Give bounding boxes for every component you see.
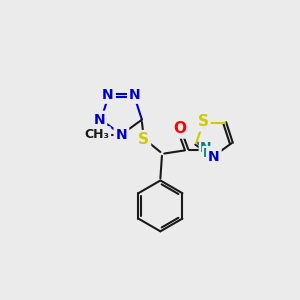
Text: N: N: [129, 88, 141, 102]
Text: H: H: [203, 147, 213, 160]
Text: CH₃: CH₃: [84, 128, 109, 141]
Text: N: N: [102, 88, 114, 102]
Text: S: S: [197, 114, 208, 129]
Text: N: N: [208, 150, 220, 164]
Text: N: N: [116, 128, 127, 142]
Text: N: N: [94, 113, 105, 127]
Text: O: O: [173, 122, 186, 136]
Text: S: S: [138, 132, 149, 147]
Text: N: N: [200, 141, 212, 155]
